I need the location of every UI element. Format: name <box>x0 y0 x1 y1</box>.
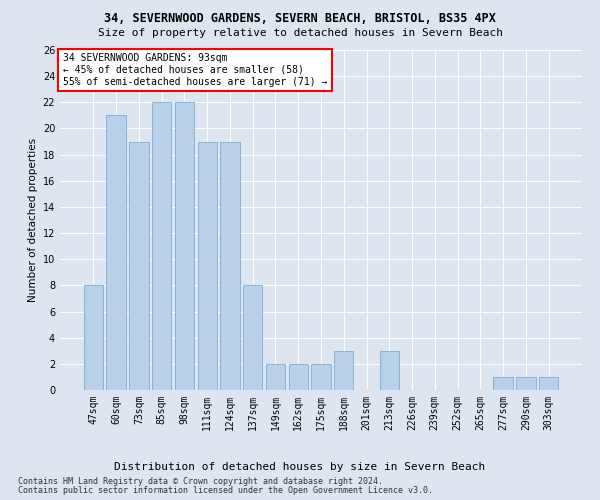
Text: 34 SEVERNWOOD GARDENS: 93sqm
← 45% of detached houses are smaller (58)
55% of se: 34 SEVERNWOOD GARDENS: 93sqm ← 45% of de… <box>62 54 327 86</box>
Bar <box>84 286 103 390</box>
Text: 34, SEVERNWOOD GARDENS, SEVERN BEACH, BRISTOL, BS35 4PX: 34, SEVERNWOOD GARDENS, SEVERN BEACH, BR… <box>104 12 496 26</box>
Bar <box>220 142 239 390</box>
Bar <box>493 377 513 390</box>
Bar <box>516 377 536 390</box>
Bar <box>106 116 126 390</box>
Bar <box>266 364 285 390</box>
Text: Distribution of detached houses by size in Severn Beach: Distribution of detached houses by size … <box>115 462 485 472</box>
Bar <box>311 364 331 390</box>
Bar <box>175 102 194 390</box>
Bar <box>152 102 172 390</box>
Text: Contains HM Land Registry data © Crown copyright and database right 2024.: Contains HM Land Registry data © Crown c… <box>18 477 383 486</box>
Bar <box>539 377 558 390</box>
Bar <box>129 142 149 390</box>
Bar <box>289 364 308 390</box>
Bar <box>334 351 353 390</box>
Text: Contains public sector information licensed under the Open Government Licence v3: Contains public sector information licen… <box>18 486 433 495</box>
Bar <box>380 351 399 390</box>
Text: Size of property relative to detached houses in Severn Beach: Size of property relative to detached ho… <box>97 28 503 38</box>
Y-axis label: Number of detached properties: Number of detached properties <box>28 138 38 302</box>
Bar <box>243 286 262 390</box>
Bar <box>197 142 217 390</box>
